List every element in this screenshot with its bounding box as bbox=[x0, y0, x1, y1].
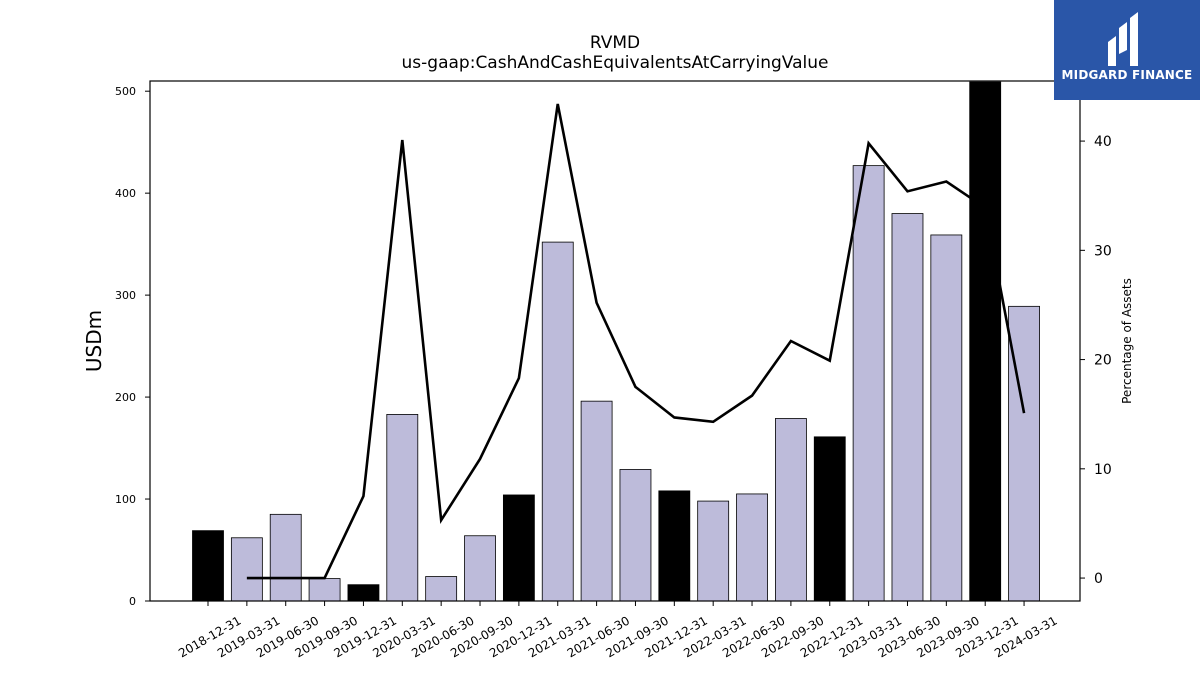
bar-2022-09-30 bbox=[775, 418, 807, 602]
logo-mark-icon bbox=[1108, 12, 1138, 66]
bar-2021-09-30 bbox=[619, 469, 652, 602]
bar-2023-06-30 bbox=[891, 213, 924, 602]
x-axis: 2018-12-312019-03-312019-06-302019-09-30… bbox=[176, 601, 1060, 660]
y-right-tick-label-40: 40 bbox=[1094, 134, 1112, 150]
plot-frame bbox=[149, 80, 1081, 602]
y-axis-right-label: Percentage of Assets bbox=[1120, 278, 1134, 404]
bar-2021-06-30 bbox=[580, 400, 613, 602]
y-axis-right: 0 10 20 30 40 bbox=[1080, 134, 1112, 587]
bar-2019-06-30 bbox=[269, 513, 302, 602]
bar-2023-09-30 bbox=[930, 234, 963, 602]
line-series bbox=[246, 103, 1026, 580]
bar-2023-03-31 bbox=[852, 165, 885, 602]
line-percentage-of-assets bbox=[246, 103, 1026, 580]
y-axis-left-label: USDm bbox=[82, 310, 106, 372]
y-right-tick-label-30: 30 bbox=[1094, 243, 1112, 259]
bar-2020-09-30 bbox=[464, 535, 496, 602]
y-axis-left: 0 100 200 300 400 500 bbox=[115, 85, 150, 608]
y-right-tick-label-0: 0 bbox=[1094, 571, 1103, 587]
logo-text: MIDGARD FINANCE bbox=[1061, 68, 1193, 82]
bar-2019-03-31 bbox=[230, 537, 263, 602]
bar-2019-09-30 bbox=[308, 578, 341, 602]
bar-2021-03-31 bbox=[541, 241, 574, 602]
bar-2019-12-31 bbox=[347, 584, 380, 602]
y-left-tick-label-400: 400 bbox=[115, 187, 136, 200]
bar-2021-12-31 bbox=[658, 490, 691, 602]
bar-2022-03-31 bbox=[697, 500, 730, 602]
y-left-tick-label-100: 100 bbox=[115, 493, 136, 506]
y-right-tick-label-10: 10 bbox=[1094, 462, 1112, 478]
brand-logo: MIDGARD FINANCE bbox=[1054, 0, 1200, 100]
bar-2022-12-31 bbox=[813, 436, 846, 602]
bar-series bbox=[192, 81, 1040, 602]
bar-2023-12-31 bbox=[969, 81, 1002, 602]
chart-subtitle: us-gaap:CashAndCashEquivalentsAtCarrying… bbox=[402, 53, 829, 73]
bar-2022-06-30 bbox=[736, 493, 768, 602]
bar-2020-06-30 bbox=[425, 576, 458, 602]
bar-2020-03-31 bbox=[386, 414, 419, 602]
y-left-tick-label-200: 200 bbox=[115, 391, 136, 404]
chart-title: RVMD bbox=[590, 33, 640, 53]
y-left-tick-label-0: 0 bbox=[129, 595, 136, 608]
bar-2020-12-31 bbox=[502, 494, 535, 602]
y-left-tick-label-300: 300 bbox=[115, 289, 136, 302]
y-right-tick-label-20: 20 bbox=[1094, 353, 1112, 369]
y-left-tick-label-500: 500 bbox=[115, 85, 136, 98]
bar-2018-12-31 bbox=[192, 530, 224, 602]
